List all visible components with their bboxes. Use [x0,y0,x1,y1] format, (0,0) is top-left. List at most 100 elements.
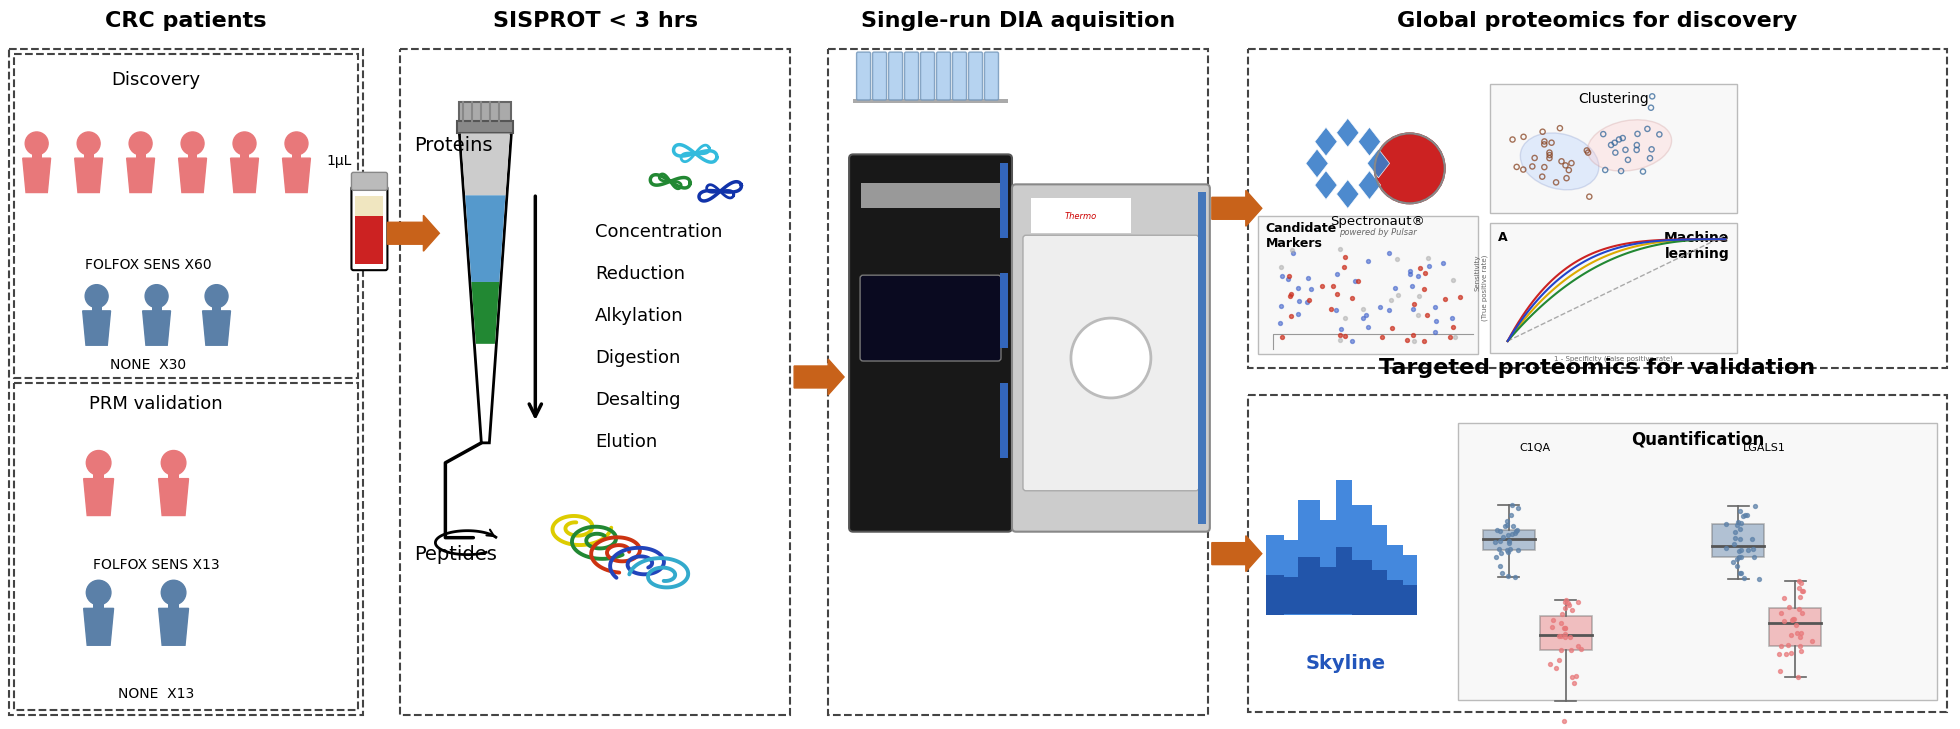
Text: C1QA: C1QA [1519,443,1550,453]
Point [1537,621,1568,633]
Text: Spectronaut®: Spectronaut® [1331,215,1425,228]
Point [1721,553,1752,565]
Point [1264,318,1296,330]
Point [1605,165,1637,177]
Point [1768,593,1799,604]
FancyArrow shape [1211,190,1262,226]
Point [1403,290,1435,302]
Point [1588,128,1619,140]
Point [1621,144,1652,156]
Point [1772,639,1803,651]
Bar [853,98,1007,104]
Polygon shape [159,479,188,515]
Point [1403,270,1435,282]
Bar [1490,84,1737,214]
Point [1740,500,1772,512]
Point [1266,331,1298,343]
Polygon shape [84,609,114,645]
Text: SISPROT < 3 hrs: SISPROT < 3 hrs [492,11,698,31]
Point [1294,294,1325,305]
Bar [1284,539,1298,615]
Point [1409,335,1441,347]
Polygon shape [1368,149,1390,178]
Text: Quantification: Quantification [1631,431,1764,449]
Text: A: A [1497,231,1507,244]
Point [1439,331,1470,343]
Point [1784,604,1815,615]
Bar [94,604,104,610]
Point [1541,662,1572,674]
Point [1497,133,1529,145]
Point [1548,622,1580,634]
Text: 1 - Specificity (False positive rate): 1 - Specificity (False positive rate) [1554,355,1674,362]
Point [1556,671,1588,683]
Point [1770,648,1801,660]
Point [1517,160,1548,172]
Point [1562,596,1593,608]
FancyBboxPatch shape [351,172,388,190]
Point [1560,671,1592,682]
Point [1325,323,1356,335]
Point [1535,152,1566,164]
Bar [1337,547,1352,614]
Point [1725,533,1756,545]
Point [1529,139,1560,150]
Point [1494,546,1525,558]
Point [1507,131,1539,143]
Bar [829,49,1207,715]
Point [1535,149,1566,161]
Point [1541,176,1572,188]
Point [1382,289,1413,300]
Point [1296,284,1327,295]
Point [1307,280,1339,292]
Text: powered by Pulsar: powered by Pulsar [1339,228,1417,237]
Point [1495,510,1527,521]
Point [1529,161,1560,173]
FancyArrow shape [388,215,439,252]
FancyArrow shape [794,359,845,395]
Polygon shape [202,311,231,346]
Circle shape [1070,318,1151,398]
Point [1723,517,1754,529]
Point [1272,273,1303,284]
Point [1266,270,1298,282]
Text: NONE  X30: NONE X30 [110,358,186,372]
Bar [400,49,790,715]
Text: Digestion: Digestion [596,349,680,367]
Bar [1319,520,1337,615]
Point [1392,334,1423,346]
Text: Thermo: Thermo [1064,212,1098,221]
Point [1352,321,1384,333]
Point [1719,538,1750,550]
Bar [1000,383,1007,458]
Point [1494,537,1525,549]
Point [1725,505,1756,517]
FancyBboxPatch shape [857,52,870,100]
FancyBboxPatch shape [860,275,1002,361]
Bar [1372,569,1388,615]
Point [1543,655,1574,666]
Point [1543,630,1574,642]
Point [1278,248,1309,260]
Point [1376,294,1407,305]
Point [1492,515,1523,526]
FancyBboxPatch shape [1023,235,1200,491]
Ellipse shape [1588,120,1672,171]
Point [1784,591,1815,603]
Text: NONE  X13: NONE X13 [118,687,194,701]
Text: Reduction: Reduction [596,265,686,283]
FancyBboxPatch shape [921,52,935,100]
Point [1621,139,1652,151]
Point [1350,309,1382,321]
Point [1725,544,1756,555]
Bar [239,154,249,160]
Point [1535,658,1566,670]
Point [1546,608,1578,620]
Circle shape [180,132,204,155]
Point [1499,526,1531,538]
Point [1609,144,1641,156]
Point [1405,262,1437,274]
Point [1337,292,1368,304]
Point [1276,243,1307,255]
Point [1484,525,1515,537]
